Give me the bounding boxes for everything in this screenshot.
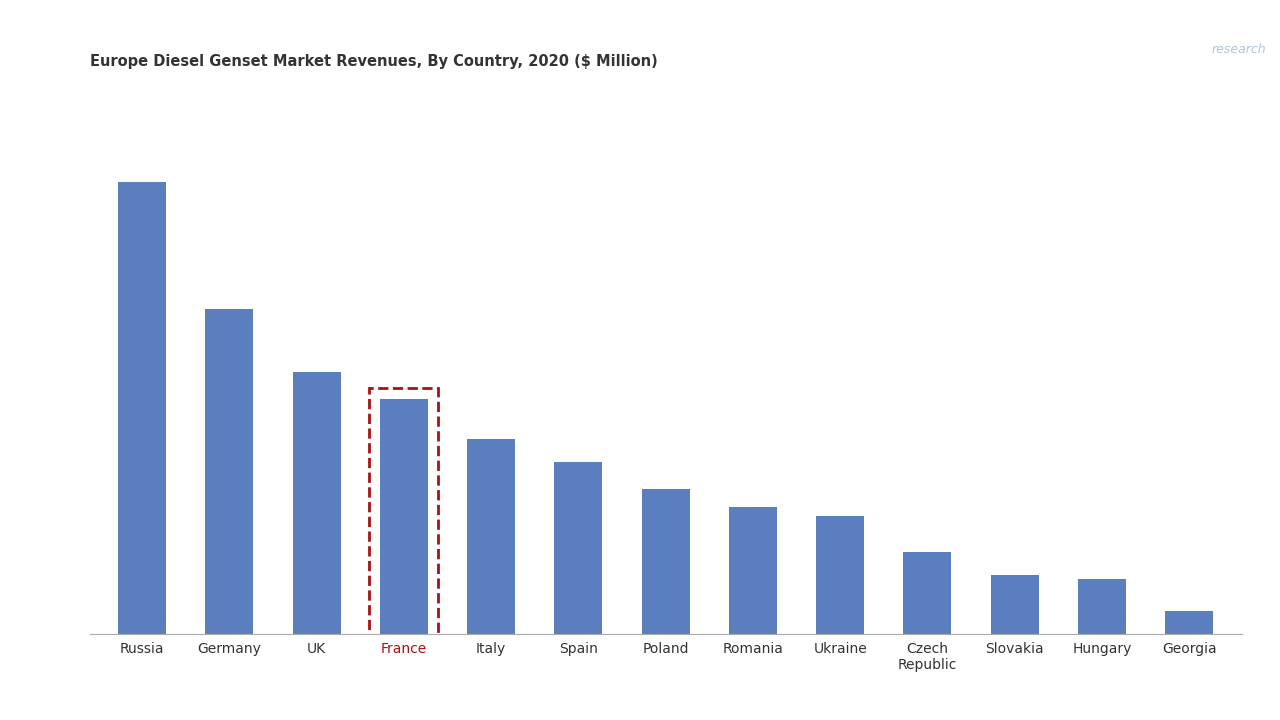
Bar	[467, 439, 515, 634]
Bar	[1078, 580, 1126, 634]
Bar	[991, 575, 1038, 634]
Bar	[380, 399, 428, 634]
Bar	[370, 387, 438, 637]
Text: 6W: 6W	[1161, 23, 1211, 51]
Bar	[904, 552, 951, 634]
Text: Europe Diesel Genset Market Revenues, By Country, 2020 ($ Million): Europe Diesel Genset Market Revenues, By…	[90, 54, 658, 69]
Bar	[728, 507, 777, 634]
Bar	[205, 308, 253, 634]
Bar	[554, 462, 603, 634]
Bar	[817, 516, 864, 634]
Bar	[293, 372, 340, 634]
Bar	[1165, 611, 1213, 634]
Text: Top 13 Countries in Europe Diesel Genset Market: Top 13 Countries in Europe Diesel Genset…	[19, 28, 965, 63]
Bar	[641, 489, 690, 634]
Text: research: research	[1211, 43, 1266, 56]
Bar	[118, 182, 166, 634]
